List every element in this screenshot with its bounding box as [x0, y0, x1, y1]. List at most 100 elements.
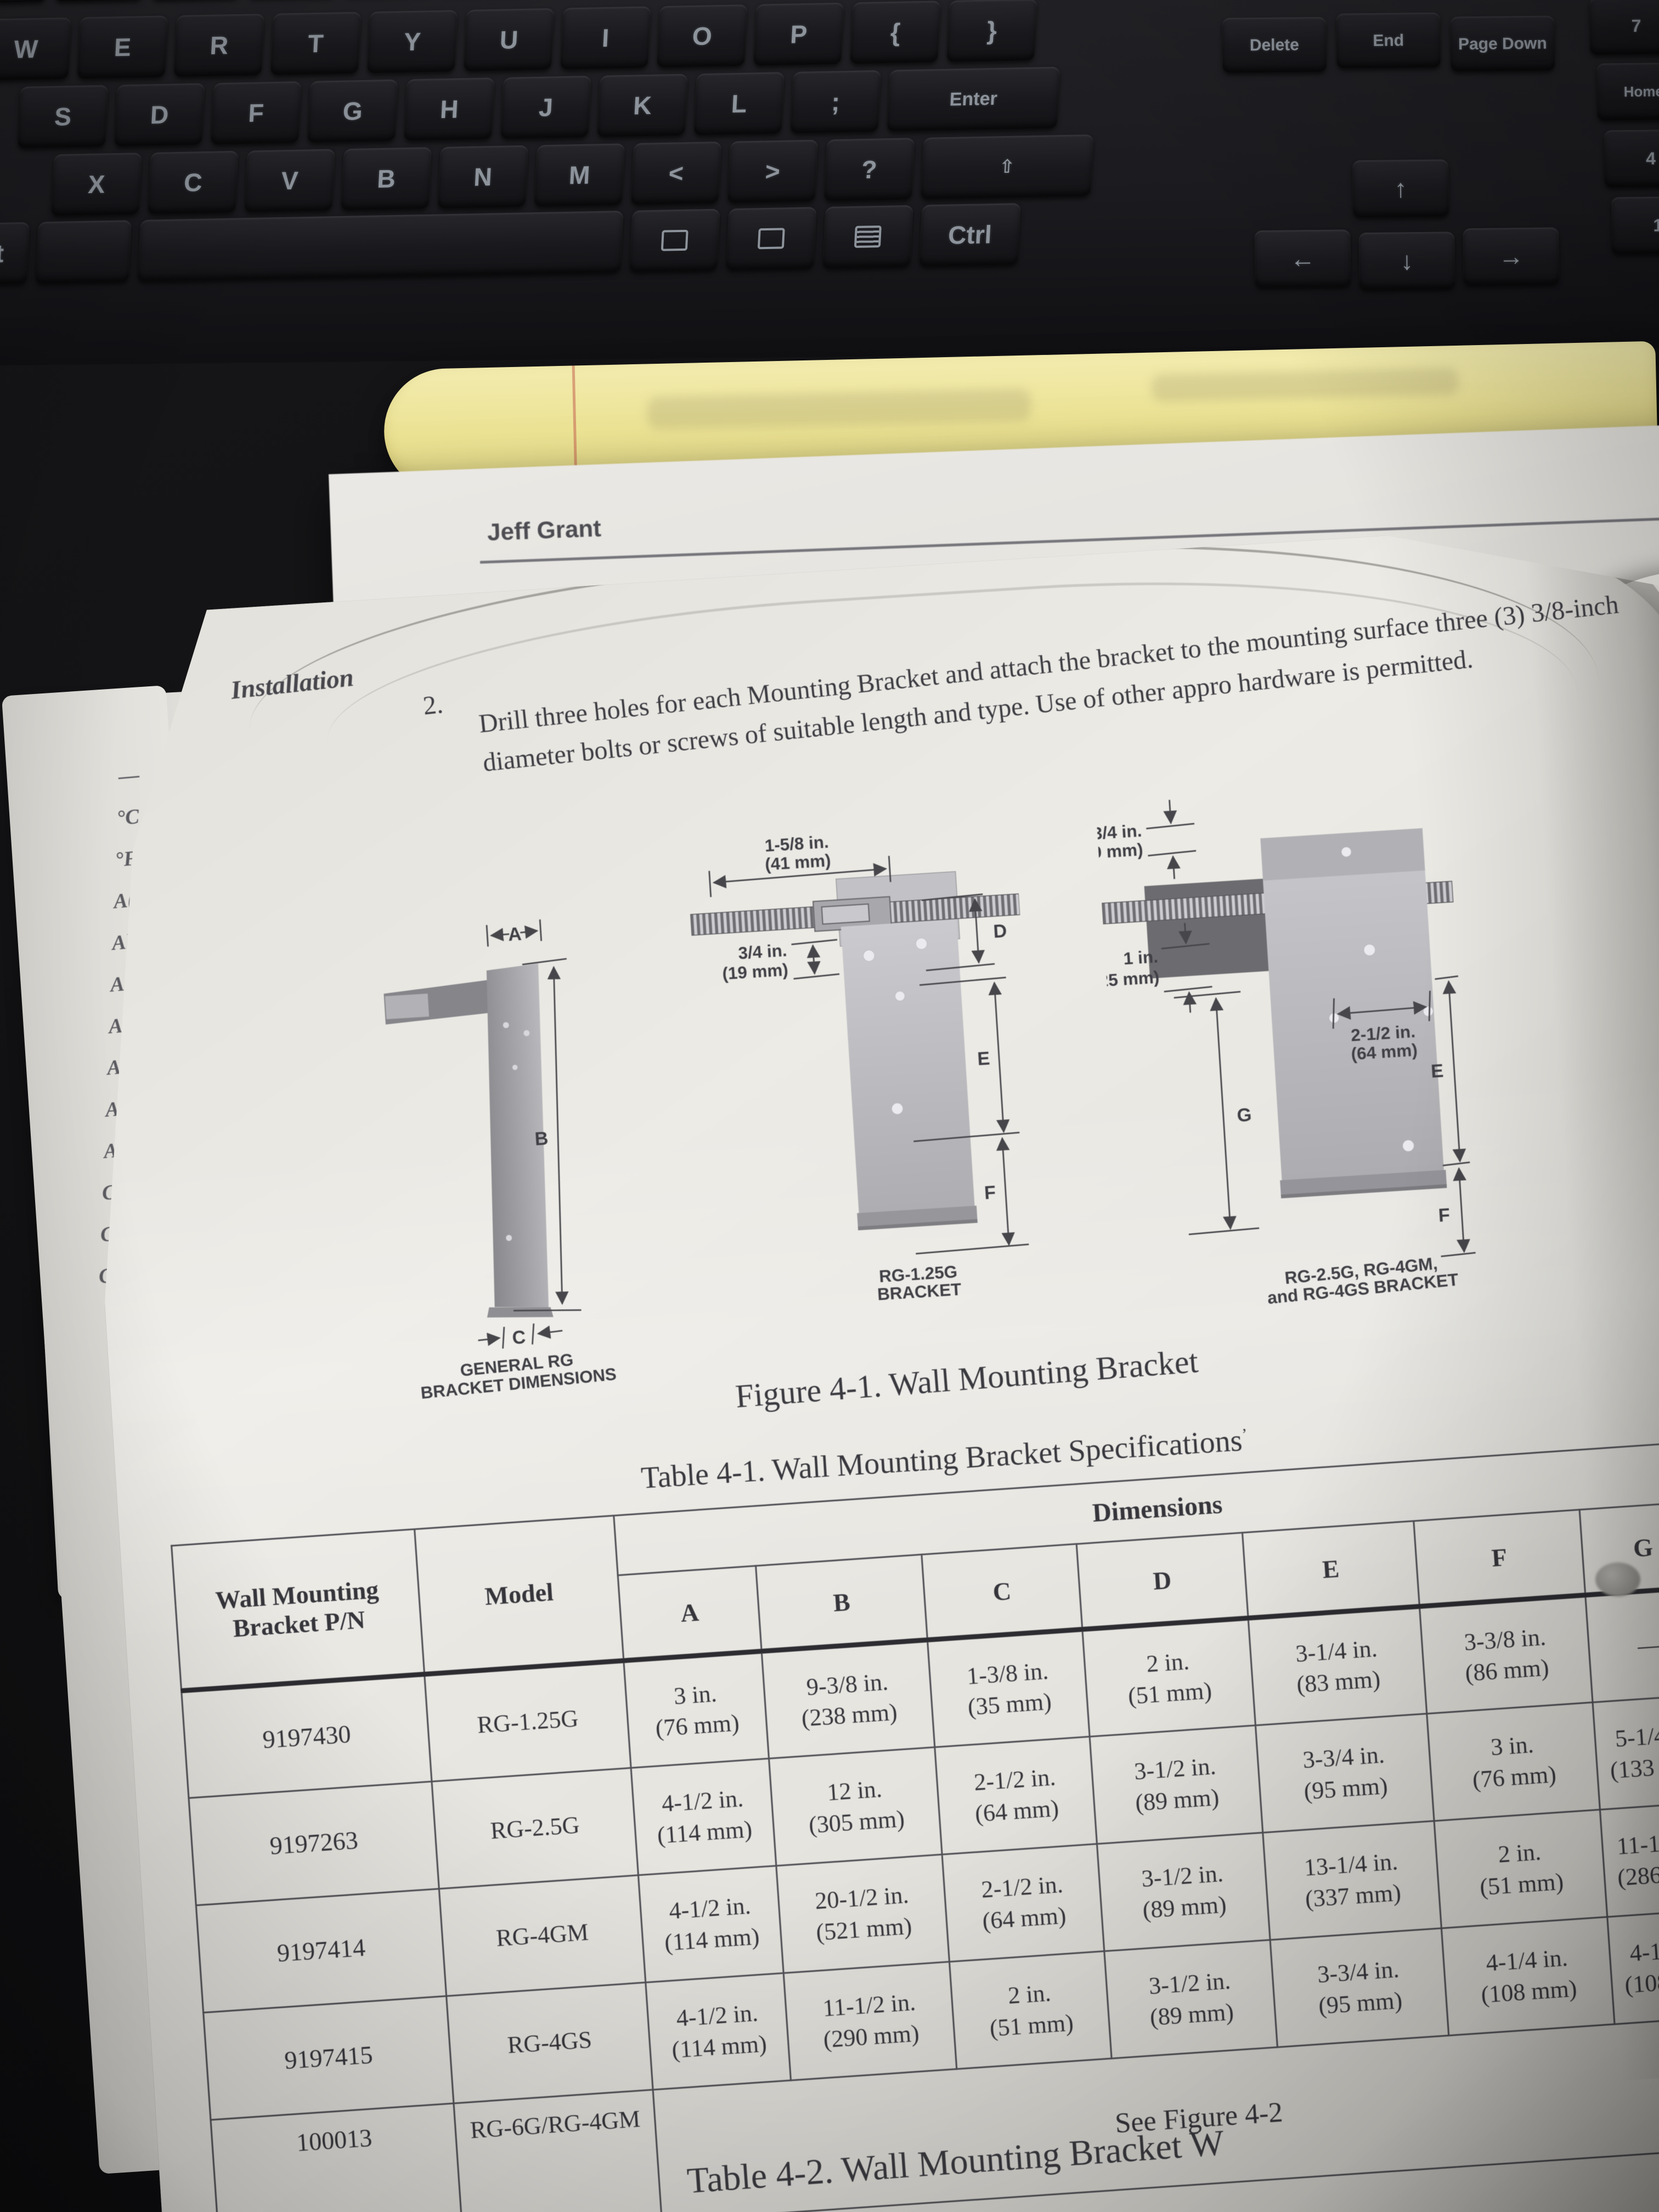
cell-model: RG-1.25G: [425, 1661, 631, 1781]
keyboard-key-i: I: [560, 6, 651, 70]
col-header-c: C: [922, 1544, 1082, 1640]
keyboard-key-x: X: [51, 153, 142, 216]
keyboard-key-f: F: [210, 81, 302, 145]
keyboard-key-r: R: [173, 13, 265, 77]
keyboard-key-blank: [54, 0, 145, 2]
keyboard-key-o: O: [656, 4, 748, 68]
keyboard-row-3: X C V B N M < >? ⇧: [51, 134, 1094, 216]
arrow-left-key: ←: [1254, 229, 1351, 288]
keyboard-key-m: M: [534, 143, 625, 207]
cell-dimension: 3-3/4 in. (95 mm): [1255, 1714, 1434, 1833]
image-key-icon: [661, 229, 689, 251]
cell-dimension: 4-1/2 in. (114 mm): [631, 1758, 776, 1875]
cell-dimension: 11-1/2 in. (290 mm): [783, 1962, 957, 2080]
keyboard: W E R T Y U I O P{} S D F G H J K L; Enter X C V B N M < >? ⇧ …: [0, 0, 1659, 366]
dimension-inches: 3-1/2 in.: [1133, 1752, 1217, 1785]
ctrl-key: Ctrl: [919, 203, 1021, 267]
keyboard-row-1: W E R T Y U I O P{}: [0, 0, 1037, 81]
keyboard-key-h: H: [404, 77, 495, 141]
dim-label-a: A: [507, 923, 522, 945]
bracket-front-view: [1098, 827, 1471, 1209]
dimension-inches: 2 in.: [1007, 1979, 1052, 2010]
cell-dimension: 2-1/2 in. (64 mm): [942, 1844, 1104, 1962]
numpad-4-key: 4: [1604, 129, 1659, 188]
cell-part-number: 9197414: [196, 1889, 447, 2013]
dimension-inches: 3 in.: [673, 1679, 718, 1710]
pad-bleed-smudge: [1151, 367, 1459, 402]
keyboard-row-bottom: Alt Ctrl: [0, 203, 1021, 285]
dim-label-d: D: [993, 921, 1008, 942]
keyboard-key-l: L: [693, 72, 785, 136]
cell-part-number: 9197415: [204, 1996, 454, 2120]
page-down-key: Page Down: [1450, 15, 1555, 72]
dimension-mm: (521 mm): [815, 1912, 913, 1946]
table-title-footnote-mark: ’: [1241, 1425, 1248, 1444]
cell-dimension: 4-1/2 in. (114 mm): [646, 1973, 791, 2090]
dimension-inches: 11-1/2 in.: [822, 1988, 917, 2022]
cell-model: RG-4GS: [447, 1983, 653, 2103]
col-header-b: B: [756, 1555, 928, 1651]
keyboard-key-{: {: [850, 1, 941, 64]
step-number: 2.: [421, 689, 444, 721]
dim-top-mm: (41 mm): [764, 851, 831, 874]
numpad-1-key: 1: [1611, 196, 1659, 255]
bracket-spec-table: Wall Mounting Bracket P/N Model Dimensio…: [171, 1441, 1659, 2212]
dimension-mm: (89 mm): [1142, 1891, 1227, 1923]
dim-left-in: 1 in.: [1123, 946, 1159, 968]
rg25-bracket-diagram: 3/4 in. (19 mm) 1 in. (25 mm) G 2-1/2 in…: [1094, 768, 1478, 1318]
cell-part-number: 9197263: [189, 1781, 439, 1905]
dim-label-f: F: [984, 1182, 996, 1204]
page-edge-letter: °C: [116, 805, 140, 830]
dimension-mm: (51 mm): [989, 2008, 1075, 2042]
dim-left-mm: (19 mm): [721, 960, 788, 983]
cell-dimension: —: [1585, 1587, 1659, 1702]
keyboard-row-2: S D F G H J K L; Enter: [17, 66, 1060, 149]
dimension-mm: (133 mm): [1609, 1753, 1656, 1784]
dimension-mm: (305 mm): [808, 1804, 906, 1838]
keyboard-key-c: C: [148, 150, 239, 215]
dimension-mm: (76 mm): [654, 1709, 741, 1742]
manual-page: Installation 2. Drill three holes for ea…: [61, 517, 1659, 2212]
cell-part-number: 9197430: [182, 1674, 432, 1798]
cell-model: RG-4GM: [439, 1875, 646, 1996]
dimension-mm: (83 mm): [1295, 1665, 1381, 1699]
dim-label-c: C: [512, 1327, 527, 1348]
dimension-inches: 3-3/4 in.: [1302, 1741, 1386, 1774]
arrow-right-key: →: [1463, 227, 1560, 286]
menu-key: [822, 205, 913, 269]
col-header-pn: Wall Mounting Bracket P/N: [172, 1529, 425, 1691]
keyboard-key-}: }: [946, 0, 1037, 63]
dimension-inches: 3-1/2 in.: [1141, 1860, 1224, 1893]
dimension-mm: (89 mm): [1134, 1783, 1220, 1816]
keyboard-key-;: ;: [790, 70, 882, 134]
cell-dimension: 2-1/2 in. (64 mm): [935, 1737, 1097, 1855]
dimension-inches: 11-1/4 in.: [1616, 1829, 1659, 1860]
dimension-inches: 3-3/4 in.: [1316, 1955, 1400, 1988]
dimension-inches: 4-1/4 in.: [1485, 1944, 1569, 1977]
cell-dimension: 4-1/4 in.(108 mm): [1441, 1917, 1615, 2035]
dimension-mm: (86 mm): [1464, 1654, 1550, 1687]
col-header-d: D: [1076, 1533, 1248, 1629]
dimension-inches: 1-3/8 in.: [966, 1657, 1049, 1690]
col-header-e: E: [1242, 1521, 1419, 1618]
dimension-inches: 9-3/8 in.: [805, 1668, 889, 1701]
arrow-up-key: ↑: [1352, 159, 1449, 218]
enter-key: Enter: [887, 66, 1060, 132]
cell-dimension: 4-1/2 in. (114 mm): [638, 1866, 783, 1983]
windows-key-icon: [757, 228, 785, 250]
email-recipient-name: Jeff Grant: [487, 515, 602, 546]
dimension-mm: (108 mm): [1624, 1968, 1659, 1999]
dimension-inches: 4-1/2 in.: [668, 1892, 752, 1925]
cell-dimension: 3-3/4 in. (95 mm): [1270, 1928, 1449, 2047]
col-header-a: A: [618, 1566, 761, 1661]
keyboard-key-e: E: [77, 15, 168, 79]
dimension-mm: (114 mm): [663, 1922, 760, 1956]
dimension-inches: 4-1/2 in.: [675, 1999, 759, 2032]
dimension-mm: (64 mm): [981, 1901, 1067, 1934]
dimension-mm: (95 mm): [1303, 1771, 1389, 1805]
cell-dimension: 1-3/8 in. (35 mm): [928, 1629, 1090, 1747]
dim-label-e: E: [1430, 1060, 1444, 1082]
dimension-mm: (290 mm): [822, 2019, 920, 2053]
keyboard-key-blank: [0, 0, 49, 4]
end-key: End: [1336, 12, 1441, 69]
